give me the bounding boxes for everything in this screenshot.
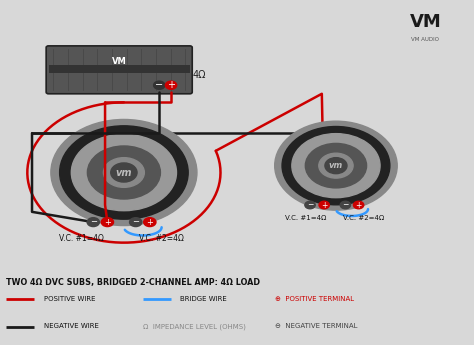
Text: VM: VM [410,13,441,31]
Text: V.C. #2=4Ω: V.C. #2=4Ω [343,215,384,220]
Circle shape [305,201,315,209]
Circle shape [340,201,351,209]
Text: +: + [356,200,362,209]
Text: TWO 4Ω DVC SUBS, BRIDGED 2-CHANNEL AMP: 4Ω LOAD: TWO 4Ω DVC SUBS, BRIDGED 2-CHANNEL AMP: … [6,277,260,286]
Text: V.C. #1=4Ω: V.C. #1=4Ω [285,215,326,220]
Circle shape [319,153,353,178]
Circle shape [103,158,145,187]
Circle shape [111,163,137,182]
Text: VM AUDIO: VM AUDIO [411,37,439,41]
Circle shape [144,218,156,227]
Text: V.C. #1=4Ω: V.C. #1=4Ω [59,234,104,243]
Text: +: + [146,218,153,227]
Text: −: − [90,218,97,227]
Circle shape [51,119,197,226]
Circle shape [354,201,364,209]
Text: POSITIVE WIRE: POSITIVE WIRE [44,296,95,302]
Text: 4Ω: 4Ω [192,70,206,80]
Circle shape [87,146,160,199]
Text: −: − [132,218,139,227]
Text: +: + [104,218,111,227]
Text: ⊖  NEGATIVE TERMINAL: ⊖ NEGATIVE TERMINAL [275,324,357,329]
Circle shape [87,218,100,227]
Text: −: − [342,200,348,209]
FancyBboxPatch shape [46,46,192,94]
Text: −: − [155,80,164,90]
Text: −: − [307,200,313,209]
Circle shape [325,158,347,174]
Circle shape [101,218,114,227]
Circle shape [275,121,397,210]
Circle shape [154,81,165,89]
Circle shape [282,127,390,205]
Text: Ω  IMPEDANCE LEVEL (OHMS): Ω IMPEDANCE LEVEL (OHMS) [143,323,246,330]
Circle shape [60,126,188,219]
Circle shape [305,144,366,188]
Circle shape [319,201,329,209]
Text: NEGATIVE WIRE: NEGATIVE WIRE [44,324,99,329]
Text: VM: VM [112,57,127,66]
Text: +: + [167,80,175,90]
FancyBboxPatch shape [48,65,190,73]
Text: vm: vm [116,168,132,177]
Text: BRIDGE WIRE: BRIDGE WIRE [181,296,227,302]
Text: vm: vm [329,161,343,170]
Circle shape [292,134,380,198]
Text: ⊕  POSITIVE TERMINAL: ⊕ POSITIVE TERMINAL [275,296,354,302]
Text: V.C. #2=4Ω: V.C. #2=4Ω [139,234,184,243]
Circle shape [129,218,142,227]
Text: +: + [321,200,328,209]
Circle shape [71,134,176,211]
Circle shape [165,81,177,89]
